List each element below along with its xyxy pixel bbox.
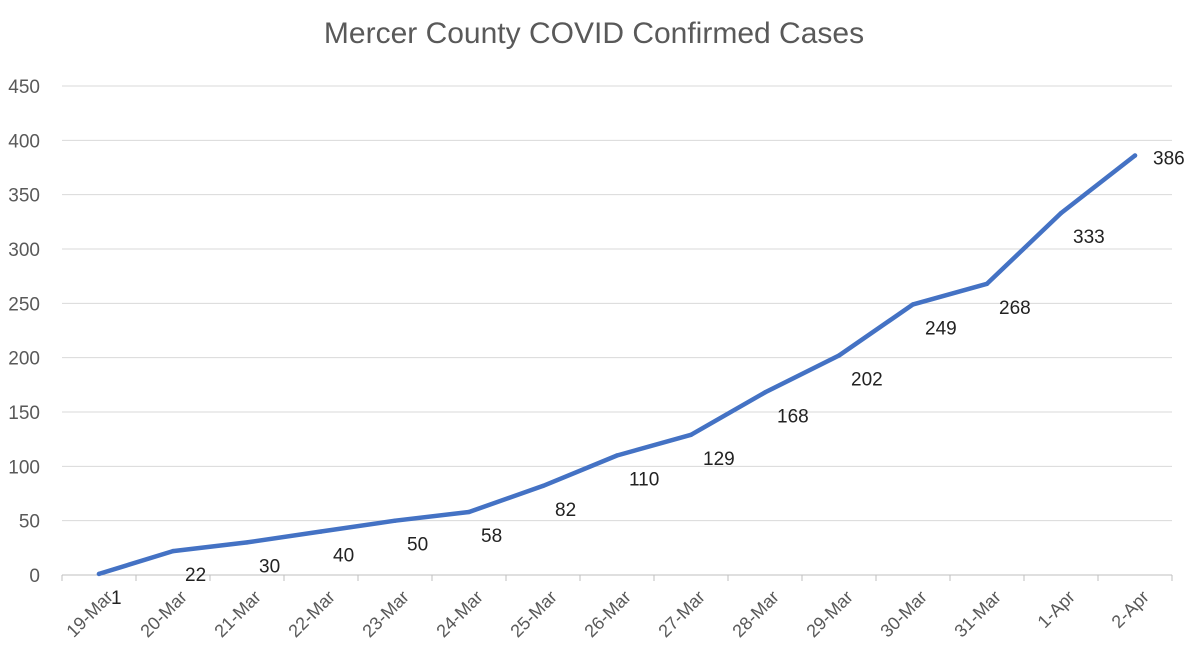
data-point <box>1132 153 1138 158</box>
data-point <box>910 302 916 307</box>
data-label: 129 <box>703 449 735 470</box>
x-tick-label: 25-Mar <box>506 587 560 641</box>
y-tick-label: 100 <box>8 457 40 478</box>
series-line <box>96 153 1138 577</box>
data-label: 202 <box>851 369 883 390</box>
x-axis-ticks: 19-Mar 20-Mar 21-Mar 22-Mar 23-Mar 24-Mar 25-M… <box>61 575 1173 641</box>
y-tick-label: 450 <box>8 77 40 98</box>
x-tick-label: 28-Mar <box>728 587 782 641</box>
x-tick-label: 23-Mar <box>358 587 412 641</box>
y-axis-ticks: 0 50 100 150 200 250 300 350 400 450 <box>8 77 40 587</box>
data-label: 22 <box>185 565 206 586</box>
x-tick-label: 2-Apr <box>1108 587 1153 632</box>
y-tick-label: 0 <box>29 566 40 587</box>
data-point <box>614 453 620 458</box>
x-tick-label: 27-Mar <box>654 587 708 641</box>
data-labels: 1 22 30 40 50 58 82 110 129 168 202 249 268 333 386 <box>111 149 1185 609</box>
x-tick-label: 1-Apr <box>1034 587 1079 632</box>
gridlines <box>62 85 1172 576</box>
x-tick-label: 19-Mar <box>62 587 116 641</box>
x-tick-label: 22-Mar <box>284 587 338 641</box>
data-point <box>762 390 768 395</box>
data-point <box>466 509 472 515</box>
series-layer <box>96 153 1138 577</box>
data-label: 82 <box>555 500 576 521</box>
data-label: 50 <box>407 535 428 556</box>
data-label: 333 <box>1073 227 1105 248</box>
y-tick-label: 300 <box>8 240 40 261</box>
data-label: 168 <box>777 406 809 427</box>
x-tick-label: 20-Mar <box>136 587 190 641</box>
data-label: 110 <box>629 469 659 490</box>
x-tick-label: 26-Mar <box>580 587 634 641</box>
data-point <box>392 518 398 523</box>
data-point <box>1058 210 1064 216</box>
data-point <box>836 353 842 358</box>
data-point <box>318 529 324 534</box>
y-tick-label: 400 <box>8 131 40 152</box>
data-label: 386 <box>1153 149 1185 170</box>
x-tick-label: 29-Mar <box>802 587 856 641</box>
x-tick-label: 21-Mar <box>210 587 264 641</box>
data-point <box>96 571 102 577</box>
y-tick-label: 250 <box>8 294 40 315</box>
chart-title: Mercer County COVID Confirmed Cases <box>324 17 864 50</box>
y-tick-label: 350 <box>8 186 40 207</box>
data-label: 249 <box>925 318 957 339</box>
x-tick-label: 30-Mar <box>876 587 930 641</box>
x-tick-label: 31-Mar <box>950 587 1004 641</box>
data-point <box>540 483 546 489</box>
data-label: 58 <box>481 526 502 547</box>
data-label: 40 <box>333 546 354 567</box>
data-label: 268 <box>999 298 1031 319</box>
y-tick-label: 200 <box>8 349 40 370</box>
data-point <box>688 432 694 438</box>
y-tick-label: 150 <box>8 403 40 424</box>
x-tick-label: 24-Mar <box>432 587 486 641</box>
data-point <box>984 281 990 286</box>
data-point <box>244 540 250 545</box>
y-tick-label: 50 <box>19 512 40 533</box>
data-label: 30 <box>259 556 280 577</box>
data-label: 1 <box>111 588 122 609</box>
data-point <box>170 548 176 554</box>
